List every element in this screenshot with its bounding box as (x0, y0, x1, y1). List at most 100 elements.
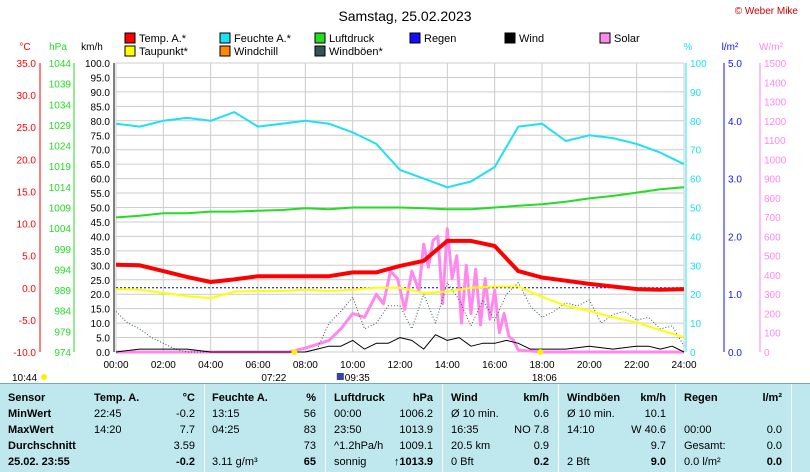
pressure-tick-label: 1044 (49, 59, 72, 70)
temp-tick-label: 15.0 (17, 187, 37, 198)
axis-unit-label: l/m² (722, 42, 739, 53)
pressure-tick-label: 1034 (49, 100, 72, 111)
solar-tick-label: 1400 (764, 78, 787, 89)
series-line-taupunkt (115, 285, 685, 339)
table-column (326, 384, 443, 472)
avg-extra: ^1.2hPa/h (334, 440, 384, 452)
now-value: 9.0 (650, 456, 666, 468)
wind-tick-label: 85.0 (91, 102, 111, 113)
avg-extra: Gesamt: (684, 440, 726, 452)
wind-tick-label: 90.0 (91, 88, 111, 99)
legend-swatch (314, 45, 326, 57)
table-column (86, 384, 205, 472)
weather-chart: Samstag, 25.02.2023 © Weber Mike Temp. A… (12, 6, 798, 383)
row-label-now: 25.02. 23:55 (8, 456, 70, 468)
now-extra: 0 Bft (451, 456, 474, 468)
legend-label: Solar (614, 33, 640, 45)
avg-value: 0.9 (533, 440, 549, 452)
series-line-wind (115, 334, 685, 353)
x-tick-label: 02:00 (151, 360, 176, 371)
max-value: 1013.9 (399, 424, 433, 436)
sunrise-marker (291, 349, 298, 355)
wind-tick-label: 5.0 (96, 334, 110, 345)
sensor-table: Sensor MinWert MaxWert Durchschnitt 25.02. 2… (0, 383, 810, 472)
solar-tick-label: 1100 (764, 136, 786, 147)
wind-tick-label: 55.0 (91, 189, 111, 200)
min-time: 22:45 (94, 408, 122, 420)
pressure-tick-label: 1029 (49, 121, 72, 132)
max-value: 0.0 (766, 424, 782, 436)
legend-label: Windböen* (329, 46, 384, 58)
row-label-max: MaxWert (8, 424, 54, 436)
pressure-tick-label: 979 (54, 327, 71, 338)
temp-tick-label: 25.0 (17, 123, 37, 134)
temp-tick-label: 10.0 (17, 220, 37, 231)
min-time: Ø 10 min. (567, 408, 615, 420)
rain-tick-label: 0.0 (728, 348, 742, 359)
min-value: 0.6 (533, 408, 549, 420)
solar-tick-label: 200 (764, 309, 781, 320)
pressure-tick-label: 1009 (49, 204, 72, 215)
pressure-tick-label: 1019 (49, 162, 72, 173)
row-label-min: MinWert (8, 408, 52, 420)
humidity-tick-label: 80 (690, 117, 702, 128)
max-time: 14:20 (94, 424, 122, 436)
table-column (559, 384, 676, 472)
solar-tick-label: 1500 (764, 59, 787, 70)
column-title: Temp. A. (94, 392, 140, 404)
column-unit: km/h (640, 392, 666, 404)
legend-swatch (409, 32, 421, 44)
x-tick-label: 00:00 (103, 360, 128, 371)
x-tick-label: 24:00 (671, 360, 696, 371)
max-time: 14:10 (567, 424, 595, 436)
axis-unit-label: % (684, 42, 693, 53)
series-line-luftdruck (115, 186, 685, 219)
solar-tick-label: 400 (764, 271, 781, 282)
wind-tick-label: 10.0 (91, 319, 111, 330)
column-unit: % (306, 392, 316, 404)
avg-value: 1009.1 (399, 440, 433, 452)
min-value: 56 (303, 408, 316, 420)
axis-units: °C hPa km/h% l/m² W/m² (19, 42, 783, 53)
now-value: 65 (303, 456, 316, 468)
temp-tick-label: 35.0 (17, 59, 37, 70)
solar-noon-time: 09:35 (345, 373, 370, 383)
x-tick-label: 20:00 (577, 360, 602, 371)
x-tick-label: 16:00 (482, 360, 507, 371)
max-time: 00:00 (684, 424, 712, 436)
avg-value: 0.0 (766, 440, 782, 452)
min-value: 10.1 (644, 408, 666, 420)
chart-axes: 35.0 30.0 25.0 20.0 15.0 10.0 5.0 0.0 -5.0 -10.0 1… (13, 59, 786, 371)
wind-tick-label: 0.0 (96, 348, 110, 359)
column-title: Wind (451, 392, 478, 404)
x-tick-label: 08:00 (293, 360, 318, 371)
wind-tick-label: 60.0 (91, 175, 111, 186)
humidity-tick-label: 40 (690, 232, 702, 243)
solar-tick-label: 1200 (764, 117, 787, 128)
legend-swatch (219, 45, 231, 57)
axis-unit-label: hPa (49, 42, 67, 53)
solar-tick-label: 0 (764, 348, 770, 359)
max-time: 04:25 (212, 424, 240, 436)
legend-label: Luftdruck (329, 33, 375, 45)
wind-tick-label: 75.0 (91, 131, 111, 142)
x-tick-label: 14:00 (435, 360, 460, 371)
solar-tick-label: 300 (764, 290, 781, 301)
column-unit: hPa (412, 392, 433, 404)
x-tick-label: 10:00 (340, 360, 365, 371)
sun-info: 07:22 09:35 18:06 10:44 (12, 349, 557, 383)
column-title: Luftdruck (334, 392, 385, 404)
axis-unit-label: km/h (81, 42, 103, 53)
now-extra: sonnig (334, 456, 367, 468)
min-value: -0.2 (176, 408, 195, 420)
now-extra: 2 Bft (567, 456, 590, 468)
table-column (443, 384, 559, 472)
pressure-tick-label: 1014 (49, 183, 72, 194)
humidity-tick-label: 90 (690, 88, 702, 99)
column-title: Feuchte A. (212, 392, 268, 404)
x-tick-label: 04:00 (198, 360, 223, 371)
avg-value: 3.59 (173, 440, 195, 452)
solar-tick-label: 900 (764, 175, 781, 186)
row-label-sensor: Sensor (8, 392, 46, 404)
legend-label: Wind (519, 33, 544, 45)
